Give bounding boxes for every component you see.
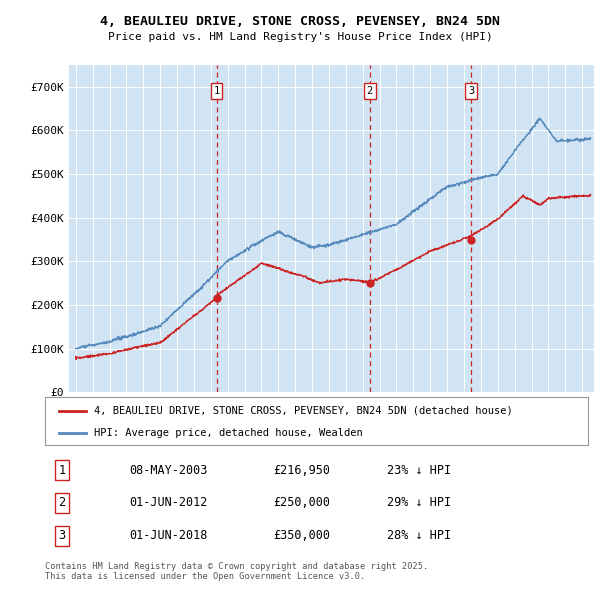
Text: £250,000: £250,000 [273,496,330,510]
Text: 4, BEAULIEU DRIVE, STONE CROSS, PEVENSEY, BN24 5DN (detached house): 4, BEAULIEU DRIVE, STONE CROSS, PEVENSEY… [94,405,512,415]
Text: £216,950: £216,950 [273,464,330,477]
Text: 01-JUN-2012: 01-JUN-2012 [129,496,208,510]
Text: 01-JUN-2018: 01-JUN-2018 [129,529,208,542]
Text: 2: 2 [59,496,66,510]
Text: 2: 2 [367,86,373,96]
Text: Price paid vs. HM Land Registry's House Price Index (HPI): Price paid vs. HM Land Registry's House … [107,32,493,42]
Text: Contains HM Land Registry data © Crown copyright and database right 2025.
This d: Contains HM Land Registry data © Crown c… [45,562,428,581]
Text: 23% ↓ HPI: 23% ↓ HPI [387,464,451,477]
Text: 4, BEAULIEU DRIVE, STONE CROSS, PEVENSEY, BN24 5DN: 4, BEAULIEU DRIVE, STONE CROSS, PEVENSEY… [100,15,500,28]
Text: 3: 3 [59,529,66,542]
Text: 1: 1 [214,86,220,96]
Text: 28% ↓ HPI: 28% ↓ HPI [387,529,451,542]
Text: 29% ↓ HPI: 29% ↓ HPI [387,496,451,510]
Text: 3: 3 [468,86,474,96]
Text: 08-MAY-2003: 08-MAY-2003 [129,464,208,477]
Text: HPI: Average price, detached house, Wealden: HPI: Average price, detached house, Weal… [94,428,362,438]
Text: £350,000: £350,000 [273,529,330,542]
Text: 1: 1 [59,464,66,477]
